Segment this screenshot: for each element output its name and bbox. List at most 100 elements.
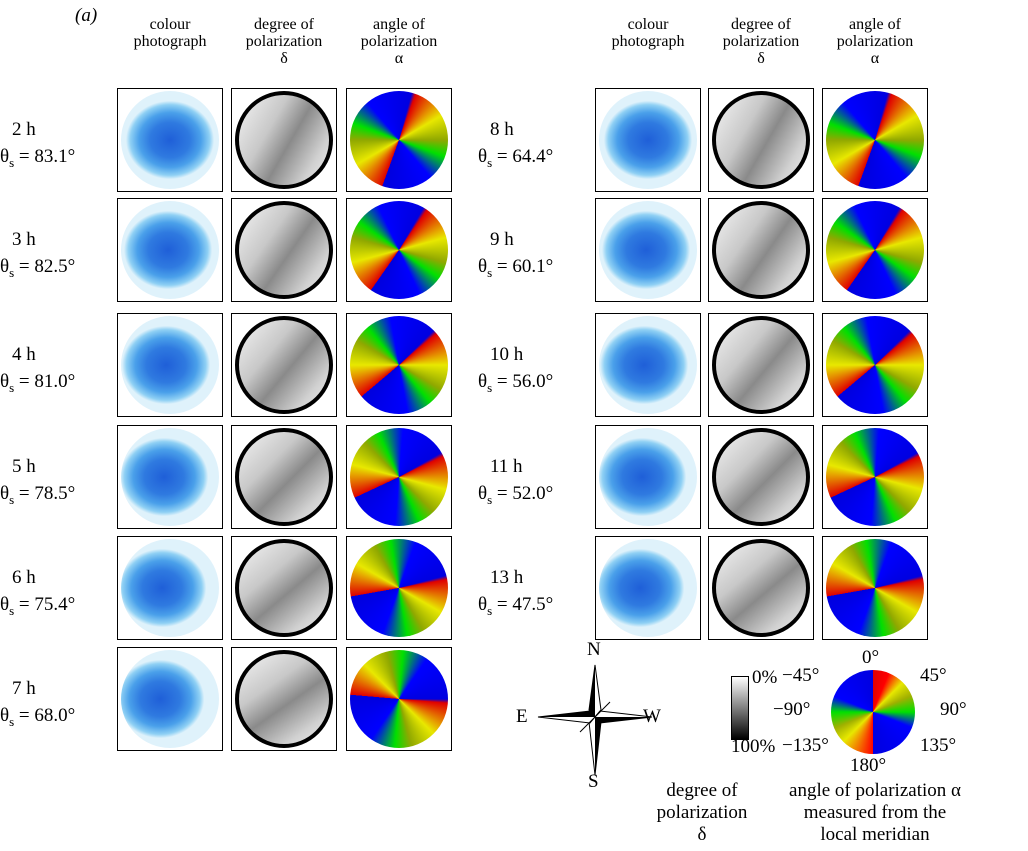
sky-disc xyxy=(121,316,219,414)
panel-label: (a) xyxy=(75,6,97,26)
aop-disc xyxy=(350,316,448,414)
zenith-symbol: θ xyxy=(0,594,9,615)
sky-disc xyxy=(599,316,697,414)
dop-image xyxy=(231,647,337,751)
zenith-value: = 78.5° xyxy=(14,483,75,504)
zenith-symbol: θ xyxy=(478,483,487,504)
aop-image xyxy=(346,536,452,640)
wheel-label: −135° xyxy=(782,736,829,756)
zenith-angle: θs = 78.5° xyxy=(0,480,75,513)
zenith-value: = 83.1° xyxy=(14,146,75,167)
wheel-label: 180° xyxy=(850,756,886,776)
zenith-symbol: θ xyxy=(0,483,9,504)
sky-disc xyxy=(121,428,219,526)
caption-line: measured from the xyxy=(760,802,990,824)
wheel-label: −45° xyxy=(782,666,819,686)
colour-photo xyxy=(117,536,223,640)
zenith-value: = 52.0° xyxy=(492,483,553,504)
compass-south: S xyxy=(588,772,599,792)
caption-line: angle of polarization α xyxy=(760,780,990,802)
aop-image xyxy=(822,88,928,192)
zenith-symbol: θ xyxy=(478,146,487,167)
time-label: 13 h xyxy=(478,564,553,591)
aop-image xyxy=(346,647,452,751)
aop-image xyxy=(822,313,928,417)
dop-image xyxy=(231,88,337,192)
zenith-angle: θs = 82.5° xyxy=(0,253,75,286)
header-line: photograph xyxy=(110,33,230,50)
zenith-value: = 68.0° xyxy=(14,705,75,726)
dop-caption: degree ofpolarizationδ xyxy=(642,780,762,846)
dop-disc xyxy=(712,316,810,414)
caption-line: local meridian xyxy=(760,824,990,846)
wheel-label: 90° xyxy=(940,700,967,720)
header-line: angle of xyxy=(815,16,935,33)
zenith-angle: θs = 60.1° xyxy=(478,253,553,286)
colour-photo xyxy=(595,536,701,640)
colour-photo xyxy=(117,425,223,529)
zenith-value: = 81.0° xyxy=(14,371,75,392)
aop-disc xyxy=(826,316,924,414)
aop-disc xyxy=(826,201,924,299)
header-line: δ xyxy=(224,50,344,67)
header-line: degree of xyxy=(701,16,821,33)
caption-line: δ xyxy=(642,824,762,846)
dop-disc xyxy=(712,428,810,526)
compass-north: N xyxy=(587,640,601,660)
sky-disc xyxy=(121,539,219,637)
compass-west: W xyxy=(643,707,661,727)
wheel-label: 0° xyxy=(862,648,879,668)
row-label: 13 hθs = 47.5° xyxy=(478,564,553,624)
dop-scale-top: 0% xyxy=(752,668,777,688)
zenith-value: = 60.1° xyxy=(492,256,553,277)
zenith-symbol: θ xyxy=(478,371,487,392)
colour-photo xyxy=(595,425,701,529)
colour-photo xyxy=(117,88,223,192)
aop-disc xyxy=(826,428,924,526)
header-line: polarization xyxy=(224,33,344,50)
aop-image xyxy=(822,198,928,302)
aop-image xyxy=(346,425,452,529)
time-label: 2 h xyxy=(0,116,75,143)
time-label: 9 h xyxy=(478,226,553,253)
dop-image xyxy=(231,425,337,529)
aop-image xyxy=(822,536,928,640)
dop-disc xyxy=(712,91,810,189)
sky-disc xyxy=(121,650,219,748)
column-header: colourphotograph xyxy=(588,16,708,50)
sky-disc xyxy=(599,539,697,637)
row-label: 3 hθs = 82.5° xyxy=(0,226,75,286)
zenith-angle: θs = 75.4° xyxy=(0,591,75,624)
sky-disc xyxy=(121,201,219,299)
time-label: 5 h xyxy=(0,453,75,480)
dop-image xyxy=(231,198,337,302)
zenith-symbol: θ xyxy=(478,256,487,277)
sky-disc xyxy=(599,91,697,189)
colour-photo xyxy=(595,198,701,302)
dop-scale-bottom: 100% xyxy=(731,737,775,757)
dop-disc xyxy=(235,650,333,748)
header-line: angle of xyxy=(339,16,459,33)
column-header: colourphotograph xyxy=(110,16,230,50)
row-label: 4 hθs = 81.0° xyxy=(0,341,75,401)
aop-disc xyxy=(350,539,448,637)
aop-image xyxy=(346,88,452,192)
zenith-symbol: θ xyxy=(0,256,9,277)
dop-image xyxy=(231,313,337,417)
caption-line: polarization xyxy=(642,802,762,824)
figure: (a) N S E W 0% 100% degree ofpolarizatio… xyxy=(0,0,1028,851)
time-label: 11 h xyxy=(478,453,553,480)
dop-disc xyxy=(235,91,333,189)
aop-image xyxy=(346,313,452,417)
dop-disc xyxy=(235,428,333,526)
row-label: 8 hθs = 64.4° xyxy=(478,116,553,176)
dop-image xyxy=(708,425,814,529)
dop-image xyxy=(708,313,814,417)
zenith-angle: θs = 56.0° xyxy=(478,368,553,401)
